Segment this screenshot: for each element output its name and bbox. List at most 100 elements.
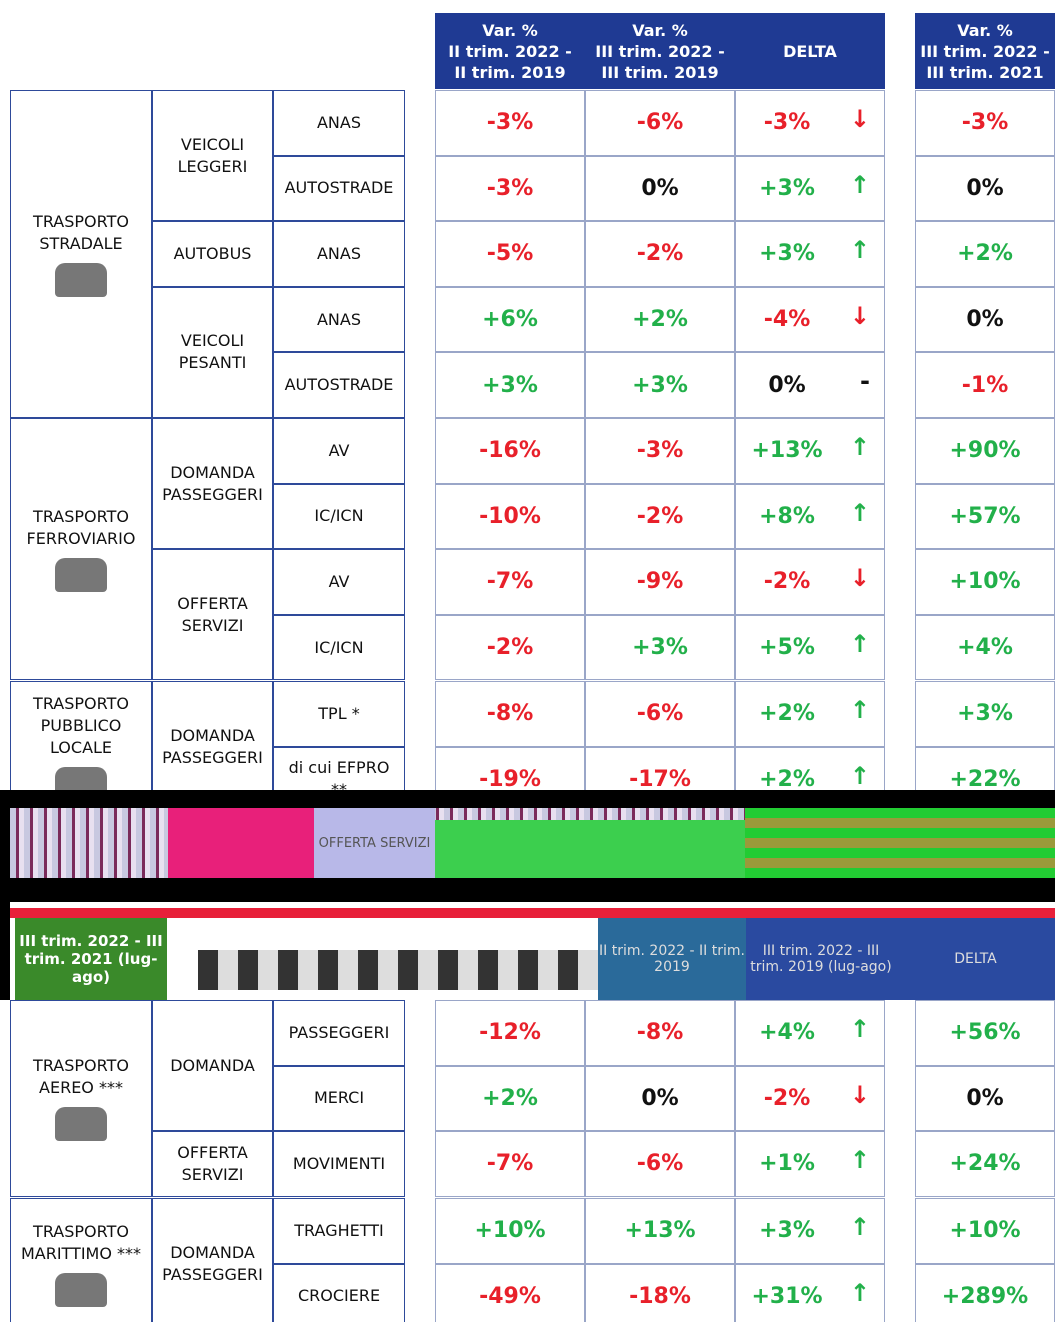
value: -19%	[479, 766, 541, 790]
group-label: OFFERTA SERVIZI	[152, 549, 273, 681]
header-line: Var. %	[632, 20, 688, 40]
value: -2%	[636, 503, 684, 529]
value-cell: -10%	[435, 483, 585, 550]
stripe	[198, 950, 598, 990]
value-cell: -7%	[435, 549, 585, 615]
value-cell: +3% ↑	[735, 1198, 885, 1264]
value-cell: -2%	[435, 614, 585, 681]
value-cell: +13% ↑	[735, 418, 885, 484]
value-cell: -8%	[585, 1000, 735, 1066]
value: +2%	[759, 701, 815, 727]
value-cell: +4%	[915, 614, 1055, 681]
value-cell: -5%	[435, 221, 585, 287]
header-line: DELTA	[783, 41, 837, 61]
arrow: ↑	[849, 433, 870, 461]
section-label: TRASPORTO FERROVIARIO	[10, 418, 152, 681]
value: +4%	[957, 635, 1013, 661]
value: +22%	[949, 766, 1021, 790]
value: +2%	[482, 1085, 538, 1111]
group-label: DOMANDA	[152, 1000, 273, 1132]
value-cell: -8%	[435, 681, 585, 747]
arrow: ↑	[849, 1213, 870, 1241]
arrow: ↓	[849, 1080, 870, 1109]
group-label: DOMANDA PASSEGGERI	[152, 681, 273, 790]
icon	[55, 1107, 107, 1142]
value: 0%	[768, 372, 806, 398]
row-label: AUTOSTRADE	[273, 352, 405, 418]
value-cell: +31% ↑	[735, 1263, 885, 1322]
header-cell: DELTA	[735, 13, 885, 89]
icon	[55, 1272, 107, 1307]
arrow: ↓	[849, 105, 870, 133]
value: -2%	[636, 241, 684, 267]
value: +31%	[751, 1283, 823, 1309]
group-label: VEICOLI PESANTI	[152, 286, 273, 418]
value-cell: +56%	[915, 1000, 1055, 1066]
value: +24%	[949, 1151, 1021, 1177]
value: -3%	[486, 175, 534, 201]
value-cell: -3%	[435, 155, 585, 222]
group-label: DOMANDA PASSEGGERI	[152, 418, 273, 550]
value-cell: -17%	[585, 746, 735, 790]
value: 0%	[966, 307, 1004, 333]
section: TRASPORTO FERROVIARIO DOMANDA PASSEGGERI A…	[0, 418, 1055, 681]
arrow: ↑	[849, 1278, 870, 1307]
header-line: III trim. 2021	[926, 62, 1044, 82]
row-label: MOVIMENTI	[273, 1131, 405, 1197]
value: +10%	[949, 1218, 1021, 1244]
arrow: ↑	[849, 170, 870, 199]
value: -6%	[636, 110, 684, 136]
value-cell: -49%	[435, 1263, 585, 1322]
value-cell: +2% ↑	[735, 746, 885, 790]
value-cell: -2% ↓	[735, 549, 885, 615]
row-label: CROCIERE	[273, 1263, 405, 1322]
value: +10%	[474, 1218, 546, 1244]
group-label: VEICOLI LEGGERI	[152, 90, 273, 222]
value: -17%	[629, 766, 691, 790]
value-cell: +3%	[585, 352, 735, 418]
value: -4%	[763, 307, 811, 333]
header-line: III trim. 2019	[601, 62, 719, 82]
arrow: ↓	[849, 301, 870, 330]
value: -7%	[486, 1151, 534, 1177]
icon	[55, 263, 107, 297]
arrow: ↑	[849, 236, 870, 265]
glitch-text: II trim. 2022 - II trim. 2019	[598, 918, 746, 1000]
value: -1%	[961, 372, 1009, 398]
value-cell: 0%	[915, 286, 1055, 353]
value: 0%	[641, 1085, 679, 1111]
value-cell: +4% ↑	[735, 1000, 885, 1066]
value: +1%	[759, 1151, 815, 1177]
value: +13%	[624, 1218, 696, 1244]
value: -6%	[636, 1151, 684, 1177]
value-cell: -16%	[435, 418, 585, 484]
value: +4%	[759, 1020, 815, 1046]
value-cell: 0% -	[735, 352, 885, 418]
row-label: di cui EFPRO **	[273, 746, 405, 790]
header-line: III trim. 2022 -	[595, 41, 725, 61]
value-cell: +24%	[915, 1131, 1055, 1197]
value: -2%	[763, 1085, 811, 1111]
section-text: TRASPORTO FERROVIARIO	[26, 507, 136, 549]
value: 0%	[966, 1085, 1004, 1111]
value-cell: -3%	[435, 90, 585, 156]
section-label: TRASPORTO MARITTIMO ***	[10, 1198, 152, 1322]
value: -12%	[479, 1020, 541, 1046]
value: -8%	[486, 701, 534, 727]
value-cell: -18%	[585, 1263, 735, 1322]
value-cell: -3%	[585, 418, 735, 484]
group-label: AUTOBUS	[152, 221, 273, 287]
value-cell: 0%	[585, 1065, 735, 1132]
value-cell: -3% ↓	[735, 90, 885, 156]
row-label: IC/ICN	[273, 614, 405, 681]
value-cell: +2%	[915, 221, 1055, 287]
value: -3%	[961, 110, 1009, 136]
value-cell: 0%	[915, 1065, 1055, 1132]
value: +90%	[949, 438, 1021, 464]
value: +3%	[759, 175, 815, 201]
value: +3%	[759, 1218, 815, 1244]
value-cell: +3%	[915, 681, 1055, 747]
value: +3%	[957, 701, 1013, 727]
value: +57%	[949, 503, 1021, 529]
header-cell: Var. % III trim. 2022 - III trim. 2021	[915, 13, 1055, 89]
